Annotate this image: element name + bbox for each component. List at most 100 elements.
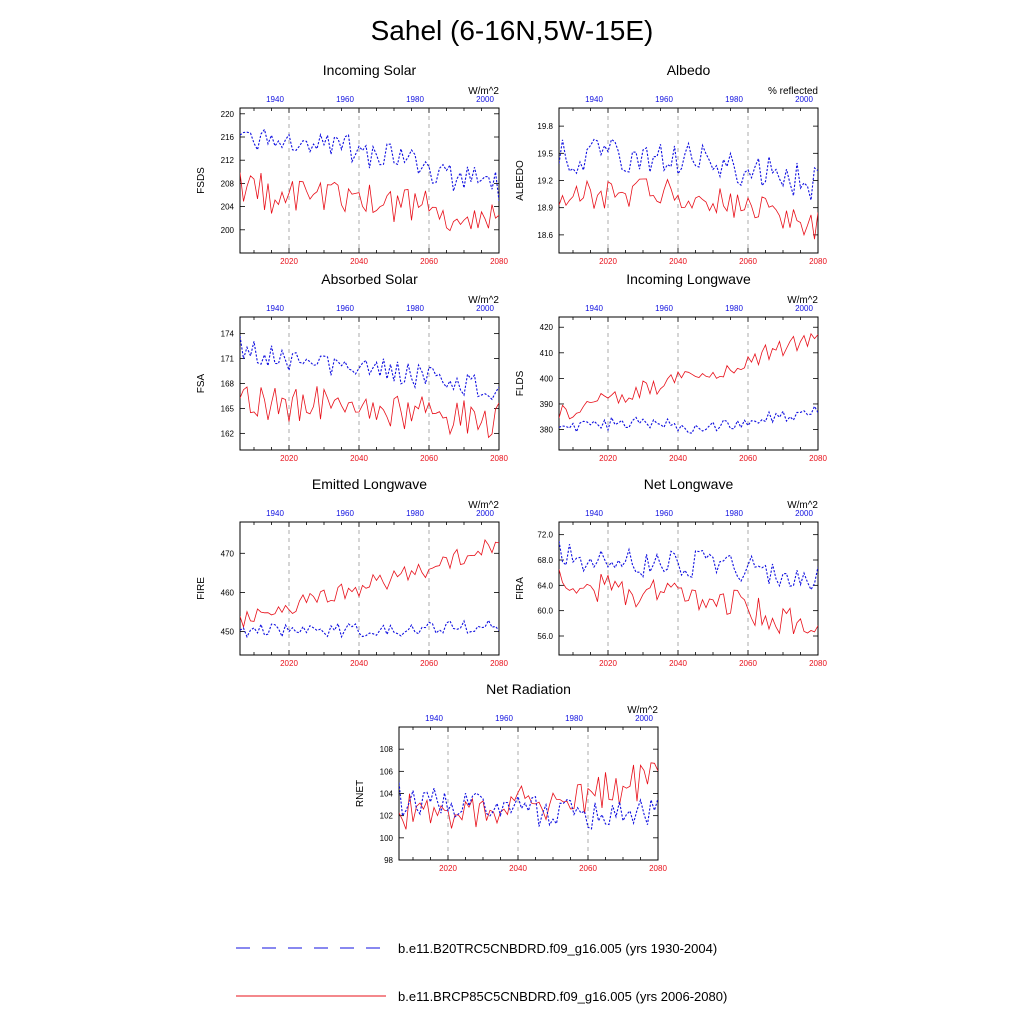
series-line-historical — [240, 619, 499, 639]
x-tick-label-bottom: 2040 — [669, 454, 687, 463]
panel-fsds: Incoming Solar W/m^2 2020 2040 2060 2080 1940 1… — [196, 62, 508, 266]
x-tick-label-top: 1960 — [655, 509, 673, 518]
x-tick-label-top: 2000 — [476, 304, 494, 313]
y-tick-label: 18.6 — [537, 231, 553, 240]
x-tick-label-bottom: 2080 — [490, 659, 508, 668]
panel-fsa: Absorbed Solar W/m^2 2020 2040 2060 2080 1940 1… — [196, 271, 508, 463]
y-tick-label: 410 — [540, 349, 554, 358]
plot-frame — [239, 316, 500, 451]
panel-units: W/m^2 — [468, 86, 499, 97]
y-tick-label: 450 — [221, 628, 235, 637]
panel-title: Net Longwave — [644, 476, 734, 492]
series-line-rcp85 — [240, 539, 499, 629]
series-line-historical — [559, 138, 818, 201]
y-tick-label: 460 — [221, 588, 235, 597]
y-tick-label: 102 — [380, 812, 394, 821]
legend-label-historical: b.e11.B20TRC5CNBDRD.f09_g16.005 (yrs 193… — [398, 941, 717, 956]
panel-albedo: Albedo % reflected 2020 2040 2060 2080 1940 196… — [515, 62, 827, 266]
x-tick-label-top: 1980 — [406, 509, 424, 518]
x-tick-label-bottom: 2060 — [420, 454, 438, 463]
y-tick-label: 470 — [221, 549, 235, 558]
y-tick-label: 98 — [384, 856, 393, 865]
y-axis-label: RNET — [355, 780, 366, 807]
y-tick-label: 165 — [221, 404, 235, 413]
x-tick-label-top: 1940 — [585, 95, 603, 104]
panel-units: % reflected — [768, 86, 818, 97]
series-line-historical — [559, 405, 818, 434]
x-tick-label-bottom: 2080 — [490, 257, 508, 266]
series-line-rcp85 — [240, 386, 499, 439]
x-tick-label-bottom: 2040 — [509, 864, 527, 873]
x-tick-label-bottom: 2080 — [649, 864, 667, 873]
panel-units: W/m^2 — [468, 500, 499, 511]
y-tick-label: 108 — [380, 745, 394, 754]
x-tick-label-top: 1980 — [565, 714, 583, 723]
x-tick-label-top: 1960 — [495, 714, 513, 723]
x-tick-label-bottom: 2020 — [599, 659, 617, 668]
y-tick-label: 19.2 — [537, 177, 553, 186]
series-line-rcp85 — [559, 569, 818, 635]
y-tick-label: 56.0 — [537, 632, 553, 641]
panel-title: Absorbed Solar — [321, 271, 418, 287]
x-tick-label-top: 1940 — [585, 509, 603, 518]
x-tick-label-bottom: 2020 — [280, 257, 298, 266]
x-tick-label-top: 1940 — [425, 714, 443, 723]
y-tick-label: 380 — [540, 426, 554, 435]
panel-title: Net Radiation — [486, 681, 571, 697]
plot-frame — [558, 107, 819, 254]
series-line-historical — [240, 128, 499, 201]
plot-frame — [558, 521, 819, 656]
y-axis-label: FSA — [196, 373, 207, 393]
y-tick-label: 100 — [380, 834, 394, 843]
panel-title: Incoming Solar — [323, 62, 417, 78]
y-tick-label: 162 — [221, 429, 235, 438]
panel-units: W/m^2 — [468, 295, 499, 306]
y-tick-label: 420 — [540, 323, 554, 332]
page-title: Sahel (6-16N,5W-15E) — [371, 15, 654, 46]
x-tick-label-top: 1940 — [266, 95, 284, 104]
x-tick-label-bottom: 2040 — [669, 659, 687, 668]
x-tick-label-bottom: 2040 — [350, 454, 368, 463]
panel-fire: Emitted Longwave W/m^2 2020 2040 2060 2080 194… — [196, 476, 508, 668]
y-tick-label: 18.9 — [537, 204, 553, 213]
panel-title: Incoming Longwave — [626, 271, 751, 287]
x-tick-label-bottom: 2060 — [739, 257, 757, 266]
y-axis-label: ALBEDO — [515, 160, 526, 201]
x-tick-label-top: 2000 — [476, 95, 494, 104]
plot-frame — [239, 107, 500, 254]
y-tick-label: 216 — [221, 133, 235, 142]
x-tick-label-top: 1980 — [725, 509, 743, 518]
y-tick-label: 60.0 — [537, 607, 553, 616]
y-axis-label: FLDS — [515, 370, 526, 396]
x-tick-label-bottom: 2080 — [809, 257, 827, 266]
y-tick-label: 68.0 — [537, 556, 553, 565]
y-tick-label: 220 — [221, 110, 235, 119]
y-tick-label: 204 — [221, 203, 235, 212]
x-tick-label-bottom: 2060 — [420, 659, 438, 668]
y-tick-label: 106 — [380, 767, 394, 776]
panel-title: Albedo — [667, 62, 711, 78]
series-line-rcp85 — [559, 178, 818, 240]
x-tick-label-top: 2000 — [795, 509, 813, 518]
y-tick-label: 212 — [221, 156, 235, 165]
x-tick-label-bottom: 2020 — [599, 257, 617, 266]
series-line-rcp85 — [240, 172, 499, 232]
series-line-historical — [240, 336, 499, 401]
series-line-rcp85 — [399, 762, 658, 830]
x-tick-label-top: 1980 — [406, 95, 424, 104]
y-tick-label: 168 — [221, 380, 235, 389]
x-tick-label-top: 1980 — [406, 304, 424, 313]
y-tick-label: 171 — [221, 355, 235, 364]
x-tick-label-top: 1940 — [266, 509, 284, 518]
y-tick-label: 174 — [221, 330, 235, 339]
x-tick-label-top: 2000 — [795, 304, 813, 313]
x-tick-label-bottom: 2020 — [439, 864, 457, 873]
x-tick-label-bottom: 2080 — [490, 454, 508, 463]
x-tick-label-bottom: 2060 — [739, 454, 757, 463]
legend-label-rcp85: b.e11.BRCP85C5CNBDRD.f09_g16.005 (yrs 20… — [398, 989, 727, 1004]
plot-frame — [398, 726, 659, 861]
x-tick-label-top: 2000 — [635, 714, 653, 723]
x-tick-label-bottom: 2060 — [579, 864, 597, 873]
x-tick-label-bottom: 2080 — [809, 659, 827, 668]
